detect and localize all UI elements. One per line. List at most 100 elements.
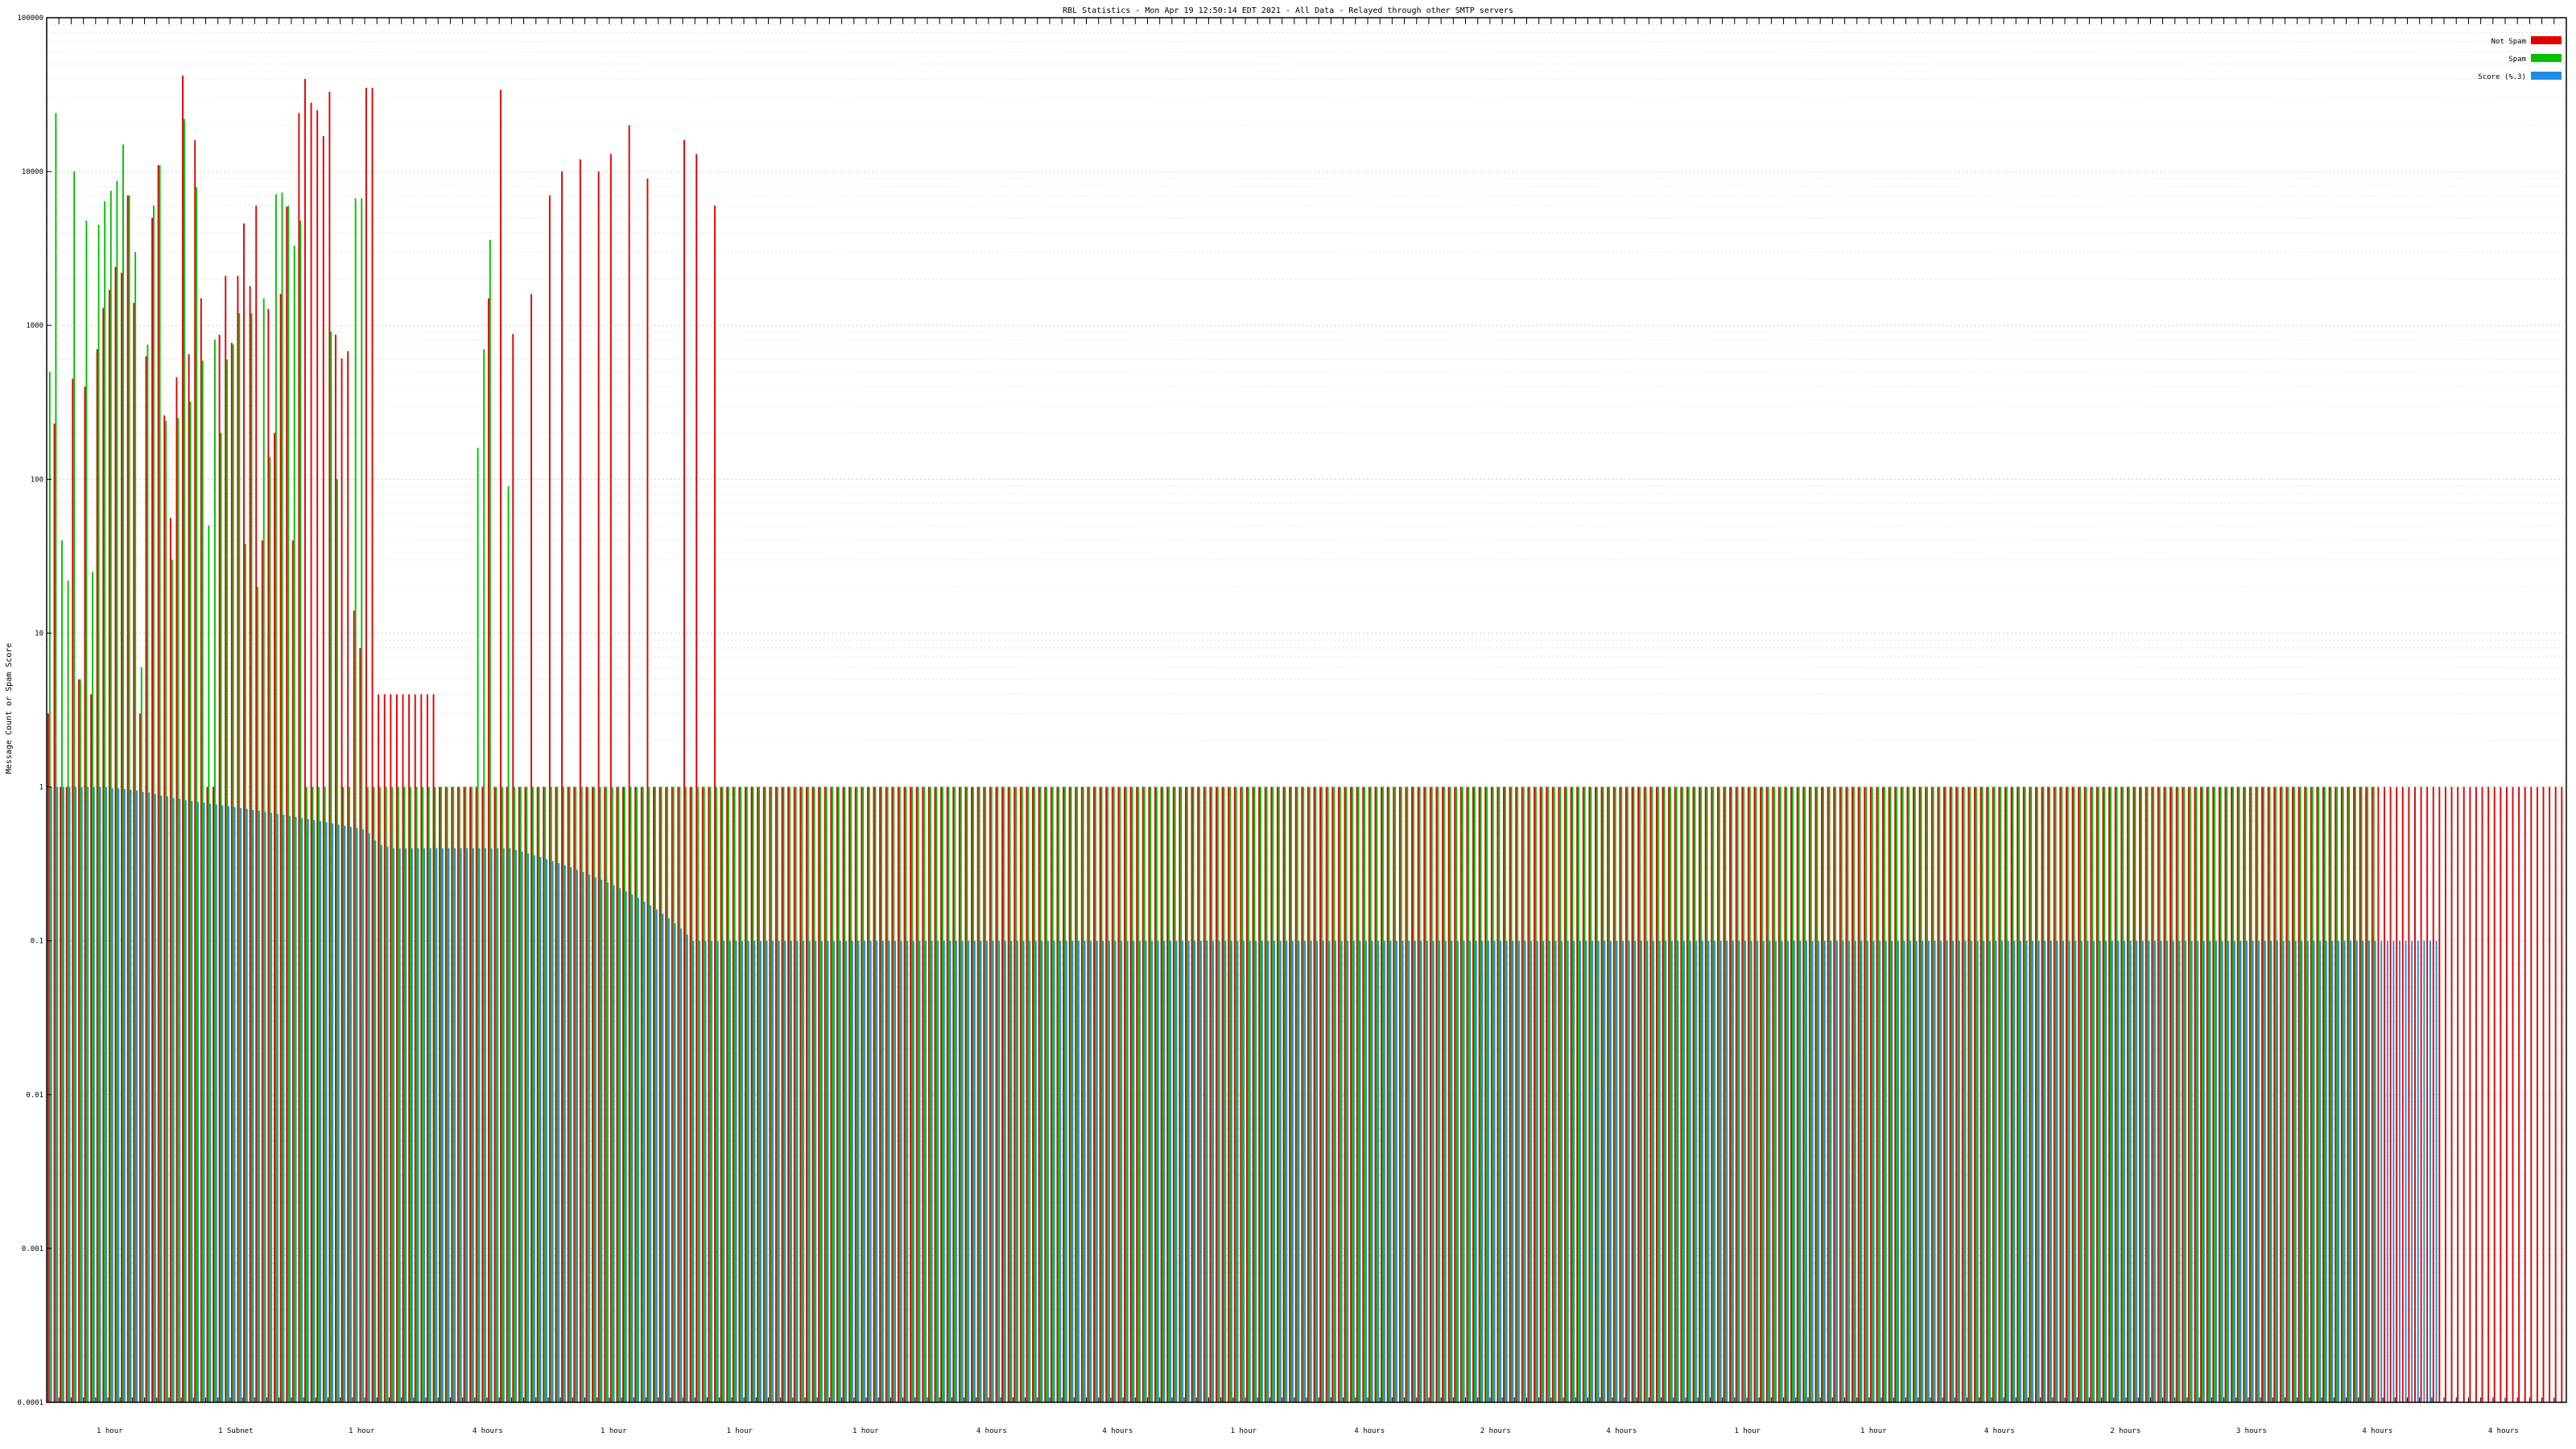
bar-score-3 [1420, 940, 1422, 1402]
bar-spam [1468, 786, 1470, 1402]
bar-spam [605, 786, 608, 1402]
bar-spam [2293, 786, 2295, 1402]
bar-spam [2054, 786, 2057, 1402]
bar-not-spam [2505, 786, 2508, 1402]
x-group-label: 1 hour [1860, 1427, 1887, 1435]
bar-score-3 [796, 940, 799, 1402]
bar-not-spam [347, 351, 349, 1403]
bar-score-3 [876, 940, 878, 1402]
bar-spam [1877, 786, 1880, 1402]
bar-score-3 [2374, 940, 2376, 1402]
bar-score-3 [203, 803, 205, 1402]
bar-not-spam [1735, 786, 1737, 1402]
bar-score-3 [441, 848, 444, 1402]
bar-score-3 [2405, 940, 2407, 1402]
bar-not-spam [1368, 786, 1370, 1402]
bar-not-spam [671, 786, 673, 1402]
bar-spam [1779, 786, 1781, 1402]
legend-label: Score (%.3) [2478, 73, 2526, 81]
bar-score-3 [1488, 940, 1489, 1402]
bar-spam [1046, 786, 1048, 1402]
bar-spam [189, 401, 192, 1402]
bar-not-spam [1350, 786, 1352, 1402]
bar-not-spam [1686, 786, 1688, 1402]
bar-not-spam [2212, 786, 2215, 1402]
bar-spam [642, 786, 644, 1402]
bar-score-3 [368, 833, 370, 1402]
bar-score-3 [2148, 940, 2150, 1402]
bar-not-spam [90, 694, 93, 1402]
bar-not-spam [1821, 786, 1823, 1402]
bar-spam [116, 180, 118, 1402]
bar-spam [1192, 786, 1195, 1402]
bar-score-3 [845, 940, 848, 1402]
bar-not-spam [1429, 786, 1431, 1402]
bar-spam [1107, 786, 1109, 1402]
bar-not-spam [775, 786, 777, 1402]
bar-score-3 [956, 940, 958, 1402]
bar-spam [1369, 786, 1372, 1402]
bar-score-3 [2429, 940, 2431, 1402]
legend-label: Spam [2508, 56, 2526, 64]
bar-not-spam [2059, 786, 2062, 1402]
bar-spam [171, 559, 173, 1402]
bar-score-3 [2124, 940, 2126, 1402]
bar-spam [1639, 786, 1641, 1402]
bar-spam [703, 786, 705, 1402]
bar-score-3 [558, 863, 560, 1402]
bar-score-3 [1469, 940, 1472, 1402]
bar-spam [1015, 786, 1018, 1402]
bar-score-3 [1670, 940, 1673, 1402]
bar-not-spam [2139, 786, 2141, 1402]
bar-spam [471, 786, 473, 1402]
bar-spam [1510, 786, 1513, 1402]
bar-spam [502, 786, 503, 1402]
bar-score-3 [2423, 940, 2425, 1402]
bar-spam [1675, 786, 1678, 1402]
bar-not-spam [1007, 786, 1009, 1402]
bar-spam [966, 786, 968, 1402]
bar-not-spam [1882, 786, 1884, 1402]
bar-not-spam [1148, 786, 1150, 1402]
bar-score-3 [2099, 940, 2101, 1402]
bar-score-3 [723, 940, 725, 1402]
bar-not-spam [1001, 786, 1003, 1402]
bar-score-3 [716, 940, 719, 1402]
bar-not-spam [518, 786, 520, 1402]
bar-spam [1993, 786, 1996, 1402]
bar-score-3 [931, 940, 933, 1402]
bar-score-3 [1396, 940, 1398, 1402]
bar-spam [507, 486, 510, 1402]
bar-score-3 [973, 940, 976, 1402]
bar-spam [97, 225, 100, 1402]
bar-not-spam [383, 694, 386, 1402]
bar-score-3 [56, 786, 59, 1402]
bar-not-spam [114, 266, 117, 1402]
bar-score-3 [906, 940, 909, 1402]
bar-not-spam [1784, 786, 1786, 1402]
bar-not-spam [1331, 786, 1334, 1402]
bar-spam [422, 786, 424, 1402]
bar-score-3 [270, 812, 273, 1402]
bar-not-spam [2004, 786, 2006, 1402]
bar-score-3 [1879, 940, 1881, 1402]
bar-spam [440, 786, 442, 1402]
bar-not-spam [2297, 786, 2300, 1402]
bar-not-spam [1411, 786, 1413, 1402]
bar-spam [1260, 786, 1261, 1402]
bar-not-spam [163, 415, 166, 1402]
y-tick-label: 0.1 [31, 938, 43, 946]
bar-not-spam [1032, 786, 1034, 1402]
x-group-label: 1 hour [97, 1427, 123, 1435]
bar-score-3 [2343, 940, 2346, 1402]
bar-score-3 [1316, 940, 1319, 1402]
bar-spam [1981, 786, 1984, 1402]
bar-score-3 [1554, 940, 1557, 1402]
bar-score-3 [1591, 940, 1594, 1402]
bar-score-3 [998, 940, 1001, 1402]
bar-score-3 [246, 808, 248, 1402]
bar-score-3 [1291, 940, 1294, 1402]
bar-score-3 [1579, 940, 1581, 1402]
bar-not-spam [927, 786, 930, 1402]
bar-not-spam [1075, 786, 1077, 1402]
